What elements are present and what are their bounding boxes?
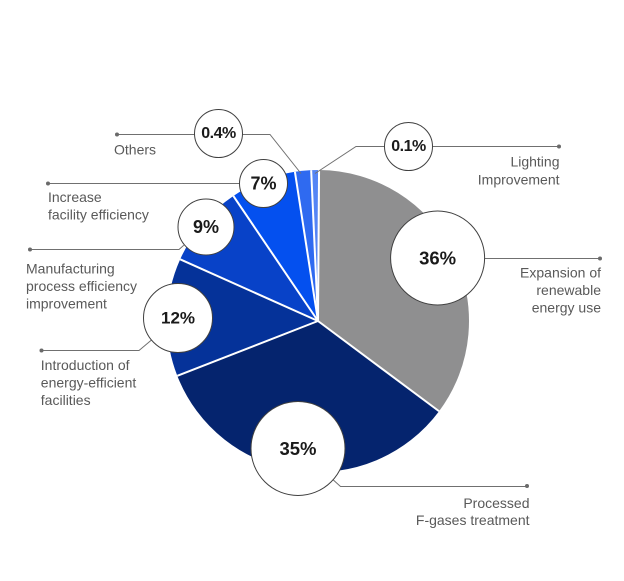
svg-text:F-gases treatment: F-gases treatment	[416, 512, 530, 528]
svg-text:0.4%: 0.4%	[201, 125, 236, 142]
svg-text:Improvement: Improvement	[478, 171, 560, 187]
svg-text:0.1%: 0.1%	[391, 138, 426, 155]
svg-text:Expansion of: Expansion of	[520, 265, 601, 281]
svg-text:Others: Others	[114, 141, 156, 157]
svg-text:energy-efficient: energy-efficient	[41, 374, 137, 390]
svg-text:facility efficiency: facility efficiency	[48, 206, 149, 222]
svg-text:7%: 7%	[250, 174, 276, 194]
svg-text:12%: 12%	[161, 309, 195, 328]
svg-text:Manufacturing: Manufacturing	[26, 261, 115, 277]
svg-text:Introduction of: Introduction of	[41, 357, 130, 373]
svg-text:process efficiency: process efficiency	[26, 278, 137, 294]
svg-text:facilities: facilities	[41, 392, 91, 408]
svg-text:Lighting: Lighting	[510, 153, 559, 169]
svg-text:Processed: Processed	[463, 495, 529, 511]
svg-text:energy use: energy use	[532, 300, 601, 316]
svg-text:35%: 35%	[279, 438, 316, 459]
svg-text:9%: 9%	[193, 217, 219, 237]
svg-text:improvement: improvement	[26, 295, 107, 311]
svg-text:36%: 36%	[419, 248, 456, 269]
svg-text:Increase: Increase	[48, 189, 102, 205]
svg-text:renewable: renewable	[536, 282, 601, 298]
